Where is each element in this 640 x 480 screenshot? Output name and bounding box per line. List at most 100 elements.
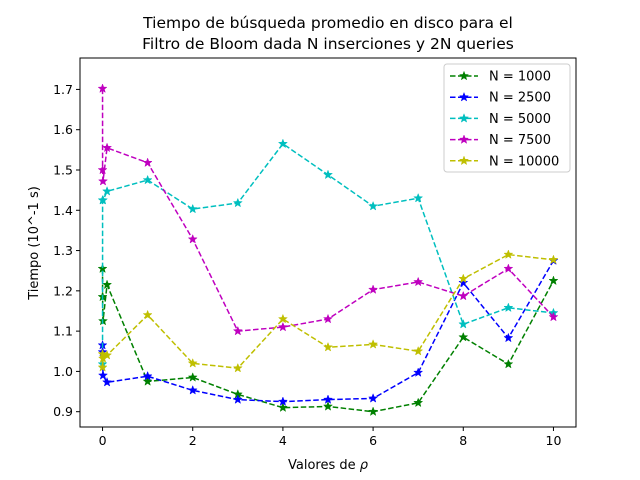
- legend-entry: N = 2500: [450, 91, 551, 106]
- data-point-star: [97, 194, 109, 205]
- series-line: [101, 88, 554, 332]
- data-point-star: [368, 406, 379, 416]
- y-tick-label: 1.0: [53, 364, 73, 379]
- legend-label: N = 7500: [489, 133, 551, 148]
- data-point-star: [503, 263, 514, 273]
- data-point-star: [97, 362, 108, 372]
- legend-label: N = 5000: [489, 112, 551, 127]
- data-point-star: [102, 142, 113, 153]
- data-point-star: [187, 233, 198, 244]
- y-tick-label: 1.1: [53, 324, 73, 339]
- data-point-star: [232, 394, 243, 404]
- series-1: [97, 263, 559, 416]
- data-point-star: [232, 362, 243, 373]
- data-point-star: [503, 249, 514, 259]
- data-point-star: [142, 309, 153, 320]
- data-point-star: [97, 370, 109, 380]
- chart-title-line-2: Filtro de Bloom dada N inserciones y 2N …: [142, 35, 514, 53]
- x-axis-ticks: 0 2 4 6 8 10: [99, 427, 562, 448]
- series-3: [97, 138, 559, 369]
- legend-star-marker: [458, 91, 470, 102]
- y-tick-label: 1.7: [53, 82, 73, 97]
- data-point-star: [322, 341, 334, 352]
- y-tick-label: 1.2: [53, 283, 73, 298]
- data-point-star: [97, 263, 108, 273]
- x-tick-label: 6: [369, 433, 377, 448]
- legend-label: N = 2500: [489, 91, 551, 106]
- data-point-star: [368, 393, 379, 403]
- series-line: [101, 268, 555, 413]
- data-point-star: [97, 83, 108, 93]
- data-point-star: [368, 200, 379, 211]
- legend-star-marker: [458, 70, 470, 81]
- data-point-star: [277, 402, 288, 412]
- series-layer: [97, 83, 559, 416]
- legend-star-marker: [458, 155, 470, 166]
- data-point-star: [232, 325, 243, 336]
- data-point-star: [187, 203, 198, 214]
- legend-entry: N = 5000: [450, 112, 551, 127]
- data-point-star: [142, 157, 153, 168]
- y-tick-label: 1.6: [53, 122, 73, 137]
- data-point-star: [277, 396, 288, 406]
- data-point-star: [322, 401, 334, 411]
- legend-label: N = 1000: [489, 70, 551, 85]
- legend-box: [443, 63, 571, 173]
- data-point-star: [322, 394, 334, 404]
- x-axis-label-symbol: ρ: [360, 458, 369, 473]
- plot-area-frame: [79, 57, 577, 428]
- data-point-star: [97, 175, 109, 186]
- series-line: [101, 142, 554, 365]
- series-line: [101, 260, 555, 403]
- series-line: [101, 253, 554, 369]
- data-point-star: [458, 277, 469, 288]
- x-tick-label: 4: [279, 433, 287, 448]
- x-axis-label-text: Valores de: [288, 458, 360, 473]
- data-point-star: [102, 186, 113, 196]
- data-point-star: [413, 397, 424, 408]
- data-point-star: [413, 367, 424, 377]
- legend-entry: N = 1000: [450, 70, 551, 85]
- data-point-star: [277, 313, 288, 324]
- data-point-star: [142, 370, 153, 381]
- data-point-star: [102, 349, 113, 360]
- x-tick-label: 0: [99, 433, 107, 448]
- y-axis-ticks: 0.9 1.0 1.1 1.2 1.3 1.4 1.5 1.6 1.7: [53, 82, 80, 419]
- data-point-star: [458, 273, 469, 284]
- y-tick-label: 1.5: [53, 162, 73, 177]
- data-point-star: [458, 290, 469, 301]
- data-point-star: [97, 164, 108, 175]
- data-point-star: [187, 372, 198, 382]
- data-point-star: [232, 197, 243, 208]
- y-tick-label: 1.4: [53, 203, 73, 218]
- data-point-star: [503, 358, 514, 369]
- x-tick-label: 8: [459, 433, 467, 448]
- data-point-star: [548, 311, 559, 322]
- data-point-star: [187, 358, 198, 368]
- data-point-star: [142, 174, 153, 185]
- data-point-star: [102, 376, 113, 387]
- x-tick-label: 10: [546, 433, 562, 448]
- data-point-star: [277, 321, 288, 332]
- data-point-star: [102, 279, 113, 290]
- x-tick-label: 2: [189, 433, 197, 448]
- legend-star-marker: [458, 134, 470, 144]
- series-5: [97, 249, 559, 373]
- y-axis-label: Tiempo (10^-1 s): [27, 186, 42, 301]
- data-point-star: [548, 275, 559, 286]
- legend-entry: N = 10000: [450, 154, 559, 169]
- data-point-star: [142, 376, 153, 386]
- data-point-star: [458, 331, 469, 342]
- data-point-star: [503, 332, 514, 343]
- chart-title: Tiempo de búsqueda promedio en disco par…: [142, 14, 514, 53]
- data-point-star: [322, 313, 334, 324]
- legend-entry: N = 7500: [450, 133, 551, 148]
- data-point-star: [503, 302, 514, 313]
- data-point-star: [548, 254, 559, 265]
- y-tick-label: 0.9: [53, 404, 73, 419]
- chart-title-line-1: Tiempo de búsqueda promedio en disco par…: [142, 14, 513, 32]
- series-2: [97, 255, 559, 406]
- data-point-star: [368, 284, 379, 294]
- data-point-star: [277, 138, 288, 149]
